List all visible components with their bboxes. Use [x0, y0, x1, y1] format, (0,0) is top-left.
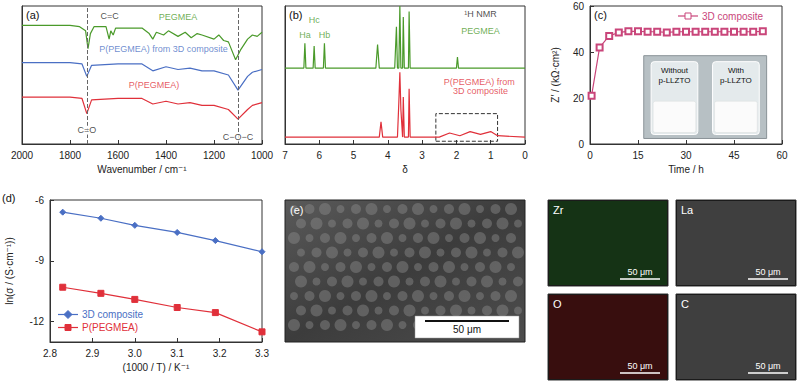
svg-text:45: 45 [728, 150, 740, 161]
svg-text:1200: 1200 [203, 150, 226, 161]
svg-text:La: La [681, 204, 694, 216]
svg-text:3: 3 [419, 150, 425, 161]
svg-text:With: With [728, 66, 744, 75]
svg-text:50 μm: 50 μm [755, 267, 780, 277]
svg-text:50 μm: 50 μm [453, 324, 481, 335]
svg-text:0: 0 [587, 150, 593, 161]
svg-text:Hb: Hb [319, 30, 331, 40]
svg-text:60: 60 [573, 1, 585, 12]
svg-text:p-LLZTO: p-LLZTO [659, 76, 691, 85]
svg-text:O: O [553, 298, 562, 310]
svg-text:3.1: 3.1 [170, 348, 184, 359]
svg-text:1400: 1400 [155, 150, 178, 161]
svg-text:C: C [681, 298, 689, 310]
svg-text:3.2: 3.2 [213, 348, 227, 359]
svg-text:(e): (e) [290, 204, 303, 216]
svg-text:2.8: 2.8 [43, 348, 57, 359]
svg-text:-12: -12 [30, 316, 45, 327]
svg-text:20: 20 [573, 93, 585, 104]
svg-text:0: 0 [522, 150, 528, 161]
svg-text:2000: 2000 [11, 150, 34, 161]
svg-text:4: 4 [385, 150, 391, 161]
svg-text:1800: 1800 [59, 150, 82, 161]
svg-text:2.9: 2.9 [85, 348, 99, 359]
svg-text:3D composite: 3D composite [453, 86, 508, 96]
svg-text:Wavenumber / cm⁻¹: Wavenumber / cm⁻¹ [97, 164, 187, 175]
svg-text:P(PEGMEA) from: P(PEGMEA) from [443, 76, 518, 87]
svg-text:3D composite: 3D composite [82, 309, 144, 320]
svg-text:C−O−C: C−O−C [223, 132, 254, 142]
svg-text:30: 30 [680, 150, 692, 161]
svg-text:15: 15 [632, 150, 644, 161]
svg-text:C=C: C=C [100, 11, 119, 21]
svg-text:1000: 1000 [251, 150, 274, 161]
svg-text:-6: -6 [35, 195, 44, 206]
svg-text:5: 5 [351, 150, 357, 161]
svg-text:2: 2 [454, 150, 460, 161]
svg-text:Z′ / (kΩ·cm²): Z′ / (kΩ·cm²) [550, 47, 561, 102]
svg-text:7: 7 [282, 150, 288, 161]
svg-text:P(PEGMEA): P(PEGMEA) [129, 80, 180, 90]
svg-text:1600: 1600 [107, 150, 130, 161]
svg-text:ln(σ / (S·cm⁻¹)): ln(σ / (S·cm⁻¹)) [4, 237, 15, 305]
svg-text:δ: δ [402, 164, 408, 175]
svg-text:P(PEGMEA) from 3D composite: P(PEGMEA) from 3D composite [99, 44, 228, 54]
svg-text:Hc: Hc [309, 15, 320, 25]
svg-text:50 μm: 50 μm [755, 361, 780, 371]
svg-text:Ha: Ha [299, 30, 311, 40]
svg-text:3.3: 3.3 [255, 348, 269, 359]
svg-text:-9: -9 [35, 255, 44, 266]
svg-text:C=O: C=O [77, 125, 96, 135]
svg-text:PEGMEA: PEGMEA [159, 12, 198, 22]
svg-text:p-LLZTO: p-LLZTO [720, 76, 752, 85]
svg-text:1: 1 [488, 150, 494, 161]
svg-text:3D composite: 3D composite [702, 11, 764, 22]
svg-text:50 μm: 50 μm [627, 267, 652, 277]
svg-text:P(PEGMEA): P(PEGMEA) [82, 322, 138, 333]
svg-text:Zr: Zr [553, 204, 564, 216]
svg-text:40: 40 [573, 47, 585, 58]
svg-text:Without: Without [661, 66, 689, 75]
svg-text:(1000 / T) / K⁻¹: (1000 / T) / K⁻¹ [123, 362, 190, 373]
svg-text:6: 6 [317, 150, 323, 161]
svg-text:0: 0 [578, 139, 584, 150]
svg-text:¹H NMR: ¹H NMR [464, 9, 497, 19]
svg-text:(d): (d) [2, 192, 15, 204]
svg-text:Time / h: Time / h [668, 164, 704, 175]
svg-text:(c): (c) [594, 9, 607, 21]
svg-text:(b): (b) [289, 9, 302, 21]
svg-text:PEGMEA: PEGMEA [461, 26, 500, 36]
svg-text:50 μm: 50 μm [627, 361, 652, 371]
svg-text:(a): (a) [26, 9, 39, 21]
svg-text:60: 60 [776, 150, 788, 161]
svg-text:3.0: 3.0 [128, 348, 142, 359]
